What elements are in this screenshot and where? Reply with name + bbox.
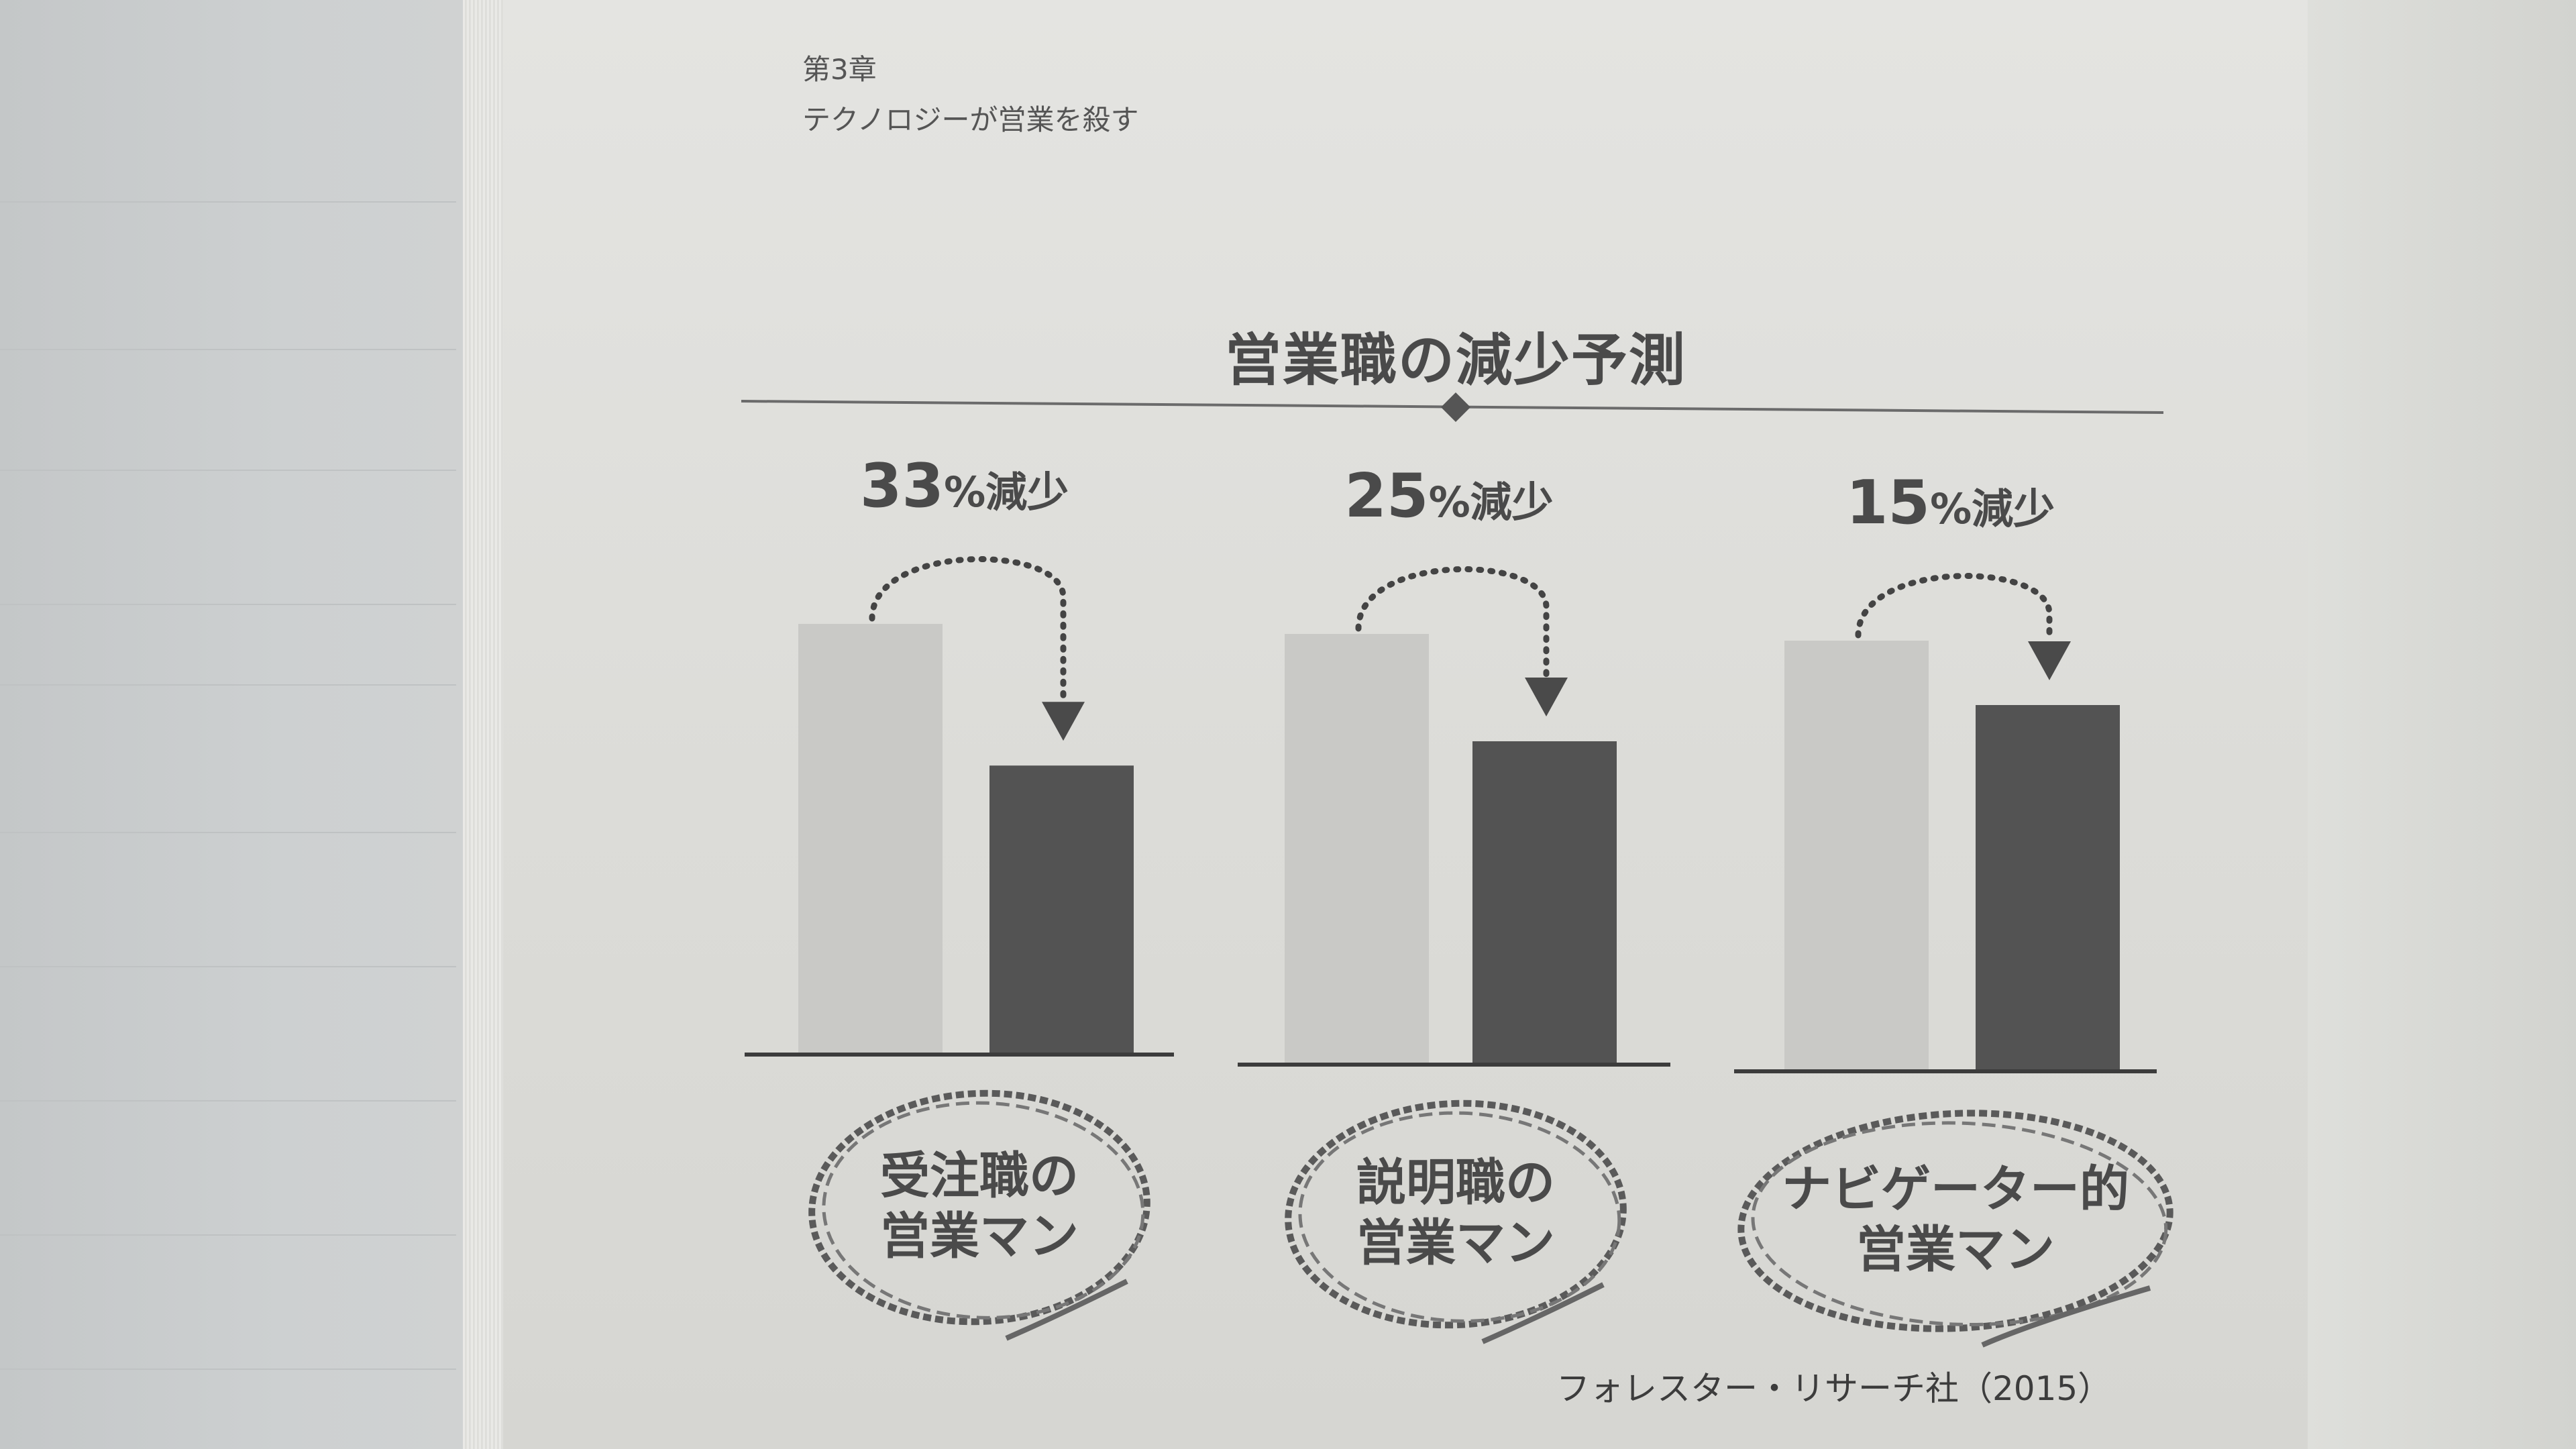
chart-title: 営業職の減少予測 [1224,327,1687,393]
category-label: 営業マン [1856,1221,2055,1279]
bar-before [1285,634,1429,1063]
category-label: ナビゲーター的 [1782,1161,2129,1218]
label-circle-stroke [1298,1111,1621,1323]
category-label: 受注職の [880,1147,1079,1205]
label-circle [1285,1099,1627,1329]
decrease-arrow-path [1855,573,2053,645]
title-diamond [1441,392,1470,422]
chapter-number: 第3章 [802,53,877,86]
decrease-label: 15%減少 [1846,468,2055,538]
decrease-label: 25%減少 [1344,461,1553,531]
label-circle-stroke [822,1101,1145,1320]
decrease-arrowhead [1525,678,1568,716]
label-circle [808,1089,1150,1326]
category-label: 説明職の [1356,1154,1555,1212]
label-circle-stroke [1751,1121,2168,1327]
decrease-unit: %減少 [1930,484,2055,533]
label-circle-tail [1981,1285,2151,1348]
category-label: 営業マン [1356,1214,1555,1272]
decrease-number: 15 [1846,468,1930,538]
decrease-arrowhead [1042,702,1085,741]
bar-after [1472,741,1617,1063]
bar-before [1784,641,1929,1070]
decrease-arrow-path [869,556,1067,705]
label-circle-tail [1005,1279,1128,1341]
left-facing-page [0,0,470,1449]
chapter-title: テクノロジーが営業を殺す [802,103,1139,136]
category-label: 営業マン [880,1208,1079,1265]
bar-before [798,624,943,1053]
label-circle-tail [1481,1282,1605,1344]
decrease-number: 25 [1344,461,1428,531]
label-circle [1737,1110,2174,1332]
decrease-label: 33%減少 [860,451,1069,521]
decrease-arrow-path [1355,566,1550,681]
right-page-margin [2308,0,2576,1449]
bar-after [989,765,1134,1053]
decrease-arrowhead [2028,641,2071,680]
bar-after [1976,705,2120,1070]
decrease-unit: %減少 [944,468,1069,517]
chart-source: フォレスター・リサーチ社（2015） [1556,1369,2112,1408]
page-stack-edge [463,0,510,1449]
decrease-number: 33 [860,451,944,521]
decrease-unit: %減少 [1429,478,1554,527]
